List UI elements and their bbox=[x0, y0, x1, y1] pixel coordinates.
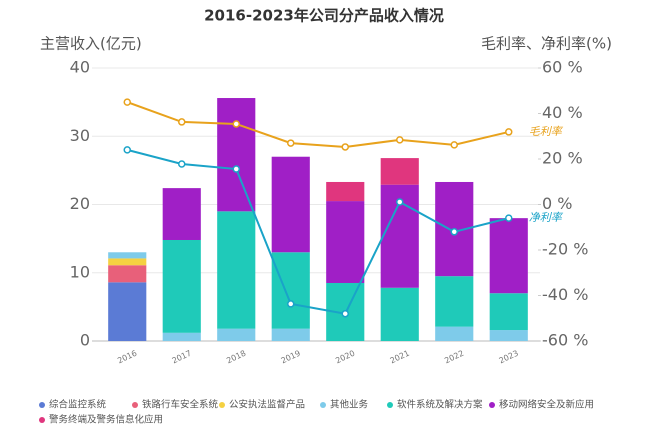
bar-segment bbox=[326, 201, 365, 283]
line-point bbox=[178, 118, 186, 126]
bar-segment bbox=[217, 211, 256, 329]
y2-tick-label: 0 % bbox=[542, 194, 572, 213]
bar-segment bbox=[108, 258, 147, 266]
bar-segment bbox=[217, 328, 256, 341]
line-point bbox=[450, 228, 458, 236]
legend-label: 警务终端及警务信息化应用 bbox=[49, 414, 163, 426]
line bbox=[126, 101, 509, 148]
x-tick-label: 2022 bbox=[443, 349, 465, 366]
bar-segment bbox=[162, 239, 201, 333]
x-tick-label: 2019 bbox=[280, 349, 302, 366]
line-point bbox=[396, 136, 404, 144]
line-point bbox=[505, 128, 513, 136]
bar-segment bbox=[162, 188, 201, 240]
legend-swatch bbox=[320, 402, 326, 408]
legend-label: 其他业务 bbox=[330, 399, 369, 411]
legend-swatch bbox=[489, 402, 495, 408]
line-point bbox=[287, 139, 295, 147]
y2-tick-label: -20 % bbox=[542, 240, 588, 259]
bar-segment bbox=[489, 330, 528, 341]
y-tick-label: 10 bbox=[70, 262, 90, 281]
bar-segment bbox=[217, 98, 256, 212]
legend-swatch bbox=[219, 402, 225, 408]
line-end-label: 净利率 bbox=[529, 211, 564, 224]
y-tick-label: 0 bbox=[80, 331, 90, 350]
legend-label: 软件系统及解决方案 bbox=[397, 399, 483, 411]
line-point bbox=[341, 143, 349, 151]
legend-swatch bbox=[39, 417, 45, 423]
line-point bbox=[178, 160, 186, 168]
line-point bbox=[396, 198, 404, 206]
x-tick-label: 2017 bbox=[171, 349, 193, 366]
y2-tick-label: 40 % bbox=[542, 103, 583, 122]
bar-segment bbox=[326, 181, 365, 202]
line-point bbox=[232, 165, 240, 173]
bar-segment bbox=[108, 265, 147, 283]
x-tick-label: 2018 bbox=[225, 349, 247, 366]
legend-label: 铁路行车安全系统 bbox=[142, 399, 219, 411]
legend-label: 公安执法监督产品 bbox=[229, 399, 305, 411]
line-point bbox=[505, 214, 513, 222]
x-tick-label: 2023 bbox=[498, 349, 520, 366]
line-point bbox=[123, 146, 131, 154]
y2-axis-title: 毛利率、净利率(%) bbox=[481, 35, 612, 53]
x-tick-label: 2021 bbox=[389, 349, 411, 366]
bar-segment bbox=[162, 332, 201, 341]
y2-tick-label: -60 % bbox=[542, 331, 588, 350]
y2-tick-label: 20 % bbox=[542, 149, 583, 168]
bar-segment bbox=[271, 156, 310, 253]
line-end-label: 毛利率 bbox=[529, 125, 564, 138]
legend-swatch bbox=[39, 402, 45, 408]
x-tick-label: 2020 bbox=[334, 349, 356, 366]
y-tick-label: 40 bbox=[70, 58, 90, 77]
line-point bbox=[287, 300, 295, 308]
line bbox=[126, 148, 509, 315]
bar-segment bbox=[380, 287, 419, 341]
y2-tick-label: 60 % bbox=[542, 58, 583, 77]
line-point bbox=[232, 120, 240, 128]
legend-label: 综合监控系统 bbox=[49, 399, 107, 411]
y-tick-label: 20 bbox=[70, 194, 90, 213]
chart-title: 2016-2023年公司分产品收入情况 bbox=[204, 7, 444, 25]
bar-segment bbox=[380, 158, 419, 185]
bar-segment bbox=[435, 276, 474, 327]
bar-segment bbox=[108, 282, 147, 341]
line-point bbox=[341, 309, 349, 318]
bar-segment bbox=[271, 252, 310, 329]
legend-swatch bbox=[132, 402, 138, 408]
y-tick-label: 30 bbox=[70, 126, 90, 145]
line-point bbox=[450, 141, 458, 149]
bar-segment bbox=[108, 252, 147, 259]
y2-tick-label: -40 % bbox=[542, 285, 588, 304]
bar-segment bbox=[489, 218, 528, 294]
bar-segment bbox=[489, 293, 528, 331]
bar-segment bbox=[271, 328, 310, 341]
bar-segment bbox=[435, 326, 474, 341]
legend-label: 移动网络安全及新应用 bbox=[499, 399, 594, 411]
y-axis-title: 主营收入(亿元) bbox=[40, 35, 142, 53]
x-tick-label: 2016 bbox=[116, 349, 138, 366]
line-point bbox=[123, 98, 131, 106]
legend-swatch bbox=[387, 402, 393, 408]
